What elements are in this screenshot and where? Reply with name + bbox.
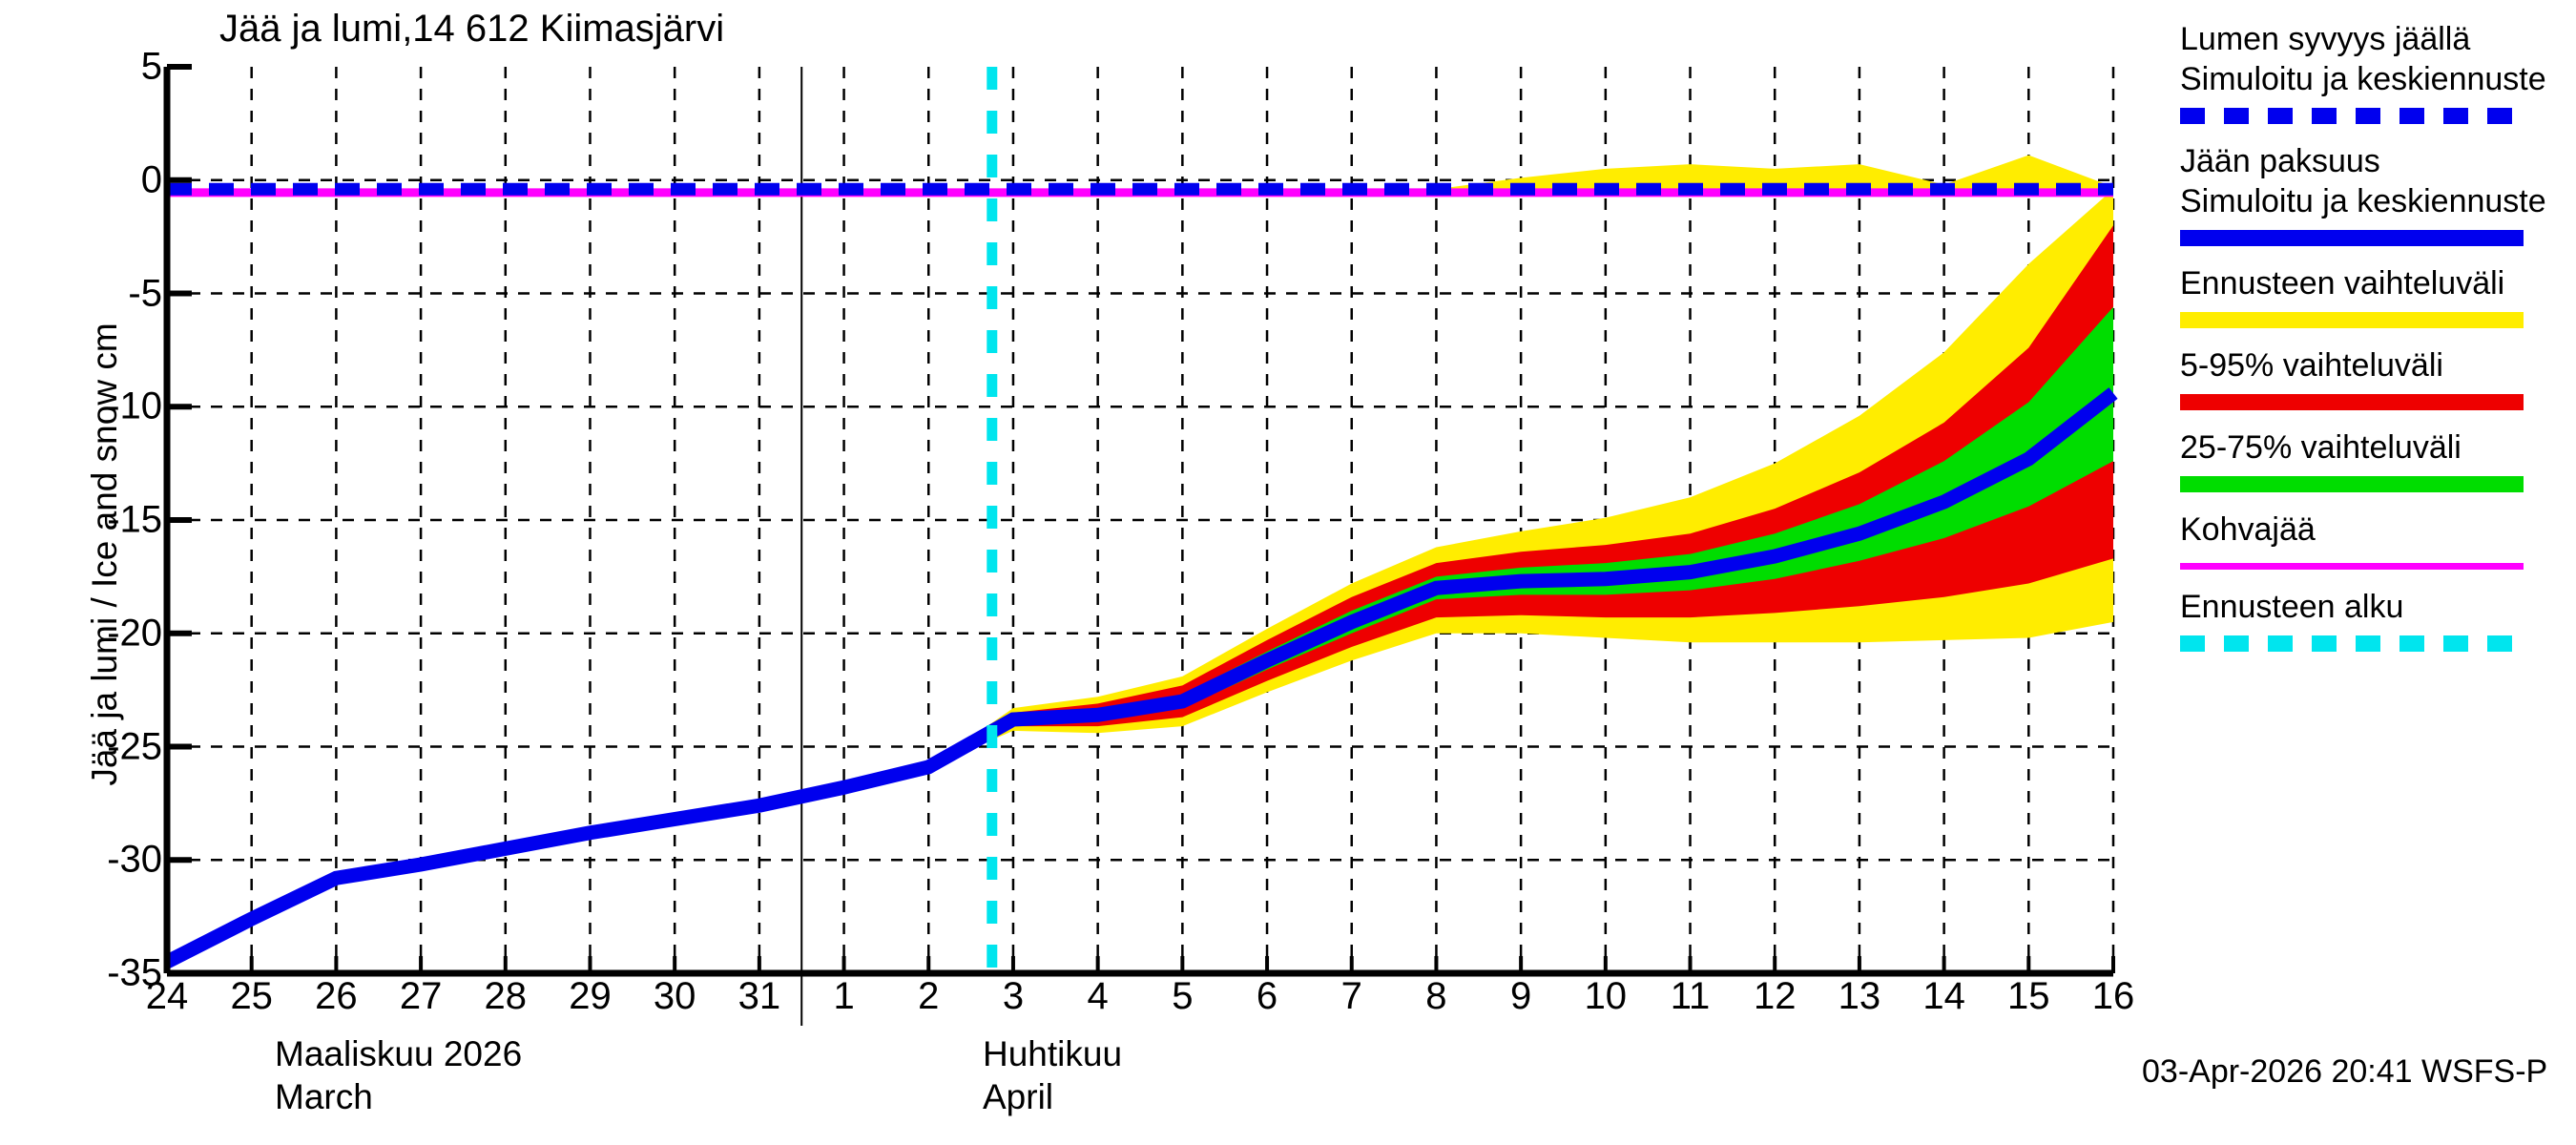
x-tick-label: 26 xyxy=(315,975,358,1017)
x-tick-label: 29 xyxy=(569,975,612,1017)
x-tick-label: 27 xyxy=(399,975,443,1017)
y-tick-label: 0 xyxy=(140,158,162,201)
x-tick-label: 4 xyxy=(1087,975,1109,1017)
x-tick-label: 2 xyxy=(918,975,940,1017)
x-axis-ticks: 24 25 26 27 28 29 30 31 1 2 3 4 5 6 7 8 9 10 11 12 13 14 15 16 xyxy=(0,975,2576,1032)
x-tick-label: 28 xyxy=(484,975,528,1017)
y-tick-label: -15 xyxy=(107,498,162,541)
page-title: Jää ja lumi,14 612 Kiimasjärvi xyxy=(219,8,725,50)
x-tick-label: 7 xyxy=(1340,975,1362,1017)
month-label-left-en: March xyxy=(275,1077,373,1116)
month-label-right: Huhtikuu April xyxy=(983,1032,1122,1118)
x-tick-label: 13 xyxy=(1838,975,1881,1017)
x-tick-label: 14 xyxy=(1922,975,1965,1017)
x-tick-label: 25 xyxy=(230,975,273,1017)
legend-entry-sublabel: Simuloitu ja keskiennuste xyxy=(2180,183,2546,219)
legend-entry: 25-75% vaihteluväli xyxy=(2180,427,2571,492)
legend-swatch xyxy=(2180,394,2524,410)
y-tick-label: -30 xyxy=(107,838,162,881)
legend-entry-label: 25-75% vaihteluväli xyxy=(2180,429,2462,466)
x-tick-label: 10 xyxy=(1584,975,1628,1017)
legend-entry: Lumen syvyys jäällä Simuloitu ja keskienn… xyxy=(2180,19,2571,124)
legend-swatch xyxy=(2180,312,2524,328)
x-tick-label: 9 xyxy=(1510,975,1532,1017)
band-snow-forecast-range xyxy=(928,155,2113,190)
footer-timestamp: 03-Apr-2026 20:41 WSFS-P xyxy=(2142,1053,2548,1090)
legend-swatch xyxy=(2180,230,2524,246)
x-tick-label: 3 xyxy=(1002,975,1025,1017)
legend-entry-sublabel: Simuloitu ja keskiennuste xyxy=(2180,61,2546,97)
legend-entry: Ennusteen alku xyxy=(2180,587,2571,652)
legend-entry: Ennusteen vaihteluväli xyxy=(2180,263,2571,328)
legend-entry-label: Jään paksuus xyxy=(2180,143,2380,179)
line-ice-thickness-median xyxy=(163,387,2118,968)
legend-entry: Jään paksuus Simuloitu ja keskiennuste xyxy=(2180,141,2571,246)
x-tick-label: 30 xyxy=(653,975,696,1017)
x-tick-label: 8 xyxy=(1425,975,1447,1017)
x-tick-label: 12 xyxy=(1753,975,1797,1017)
month-label-left-fi: Maaliskuu 2026 xyxy=(275,1034,523,1073)
legend-entry-label: Lumen syvyys jäällä xyxy=(2180,21,2471,57)
y-tick-label: -25 xyxy=(107,725,162,767)
x-tick-label: 6 xyxy=(1256,975,1278,1017)
legend-entry-label: Ennusteen alku xyxy=(2180,589,2404,625)
month-label-right-en: April xyxy=(983,1077,1054,1116)
legend-swatch xyxy=(2180,476,2524,492)
legend-entry: 5-95% vaihteluväli xyxy=(2180,345,2571,410)
y-tick-label: 5 xyxy=(140,45,162,88)
x-tick-label: 24 xyxy=(145,975,189,1017)
legend-entry: Kohvajää xyxy=(2180,510,2571,570)
band-forecast-range xyxy=(928,189,2113,767)
x-tick-label: 5 xyxy=(1172,975,1194,1017)
legend-swatch xyxy=(2180,108,2524,124)
chart-legend: Lumen syvyys jäällä Simuloitu ja keskienn… xyxy=(2180,19,2571,669)
y-axis-ticks: 5 0 -5 -10 -15 -20 -25 -30 -35 xyxy=(29,0,162,1145)
x-tick-label: 11 xyxy=(1670,975,1711,1017)
x-tick-label: 16 xyxy=(2091,975,2135,1017)
legend-swatch xyxy=(2180,563,2524,570)
month-label-right-fi: Huhtikuu xyxy=(983,1034,1123,1073)
legend-entry-label: 5-95% vaihteluväli xyxy=(2180,347,2443,384)
band-25-75 xyxy=(928,306,2113,767)
x-tick-label: 15 xyxy=(2007,975,2050,1017)
x-tick-label: 31 xyxy=(737,975,781,1017)
y-tick-label: -35 xyxy=(107,951,162,994)
legend-entry-label: Ennusteen vaihteluväli xyxy=(2180,265,2505,302)
y-tick-label: -10 xyxy=(107,385,162,427)
month-label-left: Maaliskuu 2026 March xyxy=(275,1032,522,1118)
x-tick-label: 1 xyxy=(833,975,855,1017)
legend-entry-label: Kohvajää xyxy=(2180,511,2316,548)
legend-swatch xyxy=(2180,635,2524,652)
y-tick-label: -5 xyxy=(128,272,162,314)
y-tick-label: -20 xyxy=(107,612,162,655)
